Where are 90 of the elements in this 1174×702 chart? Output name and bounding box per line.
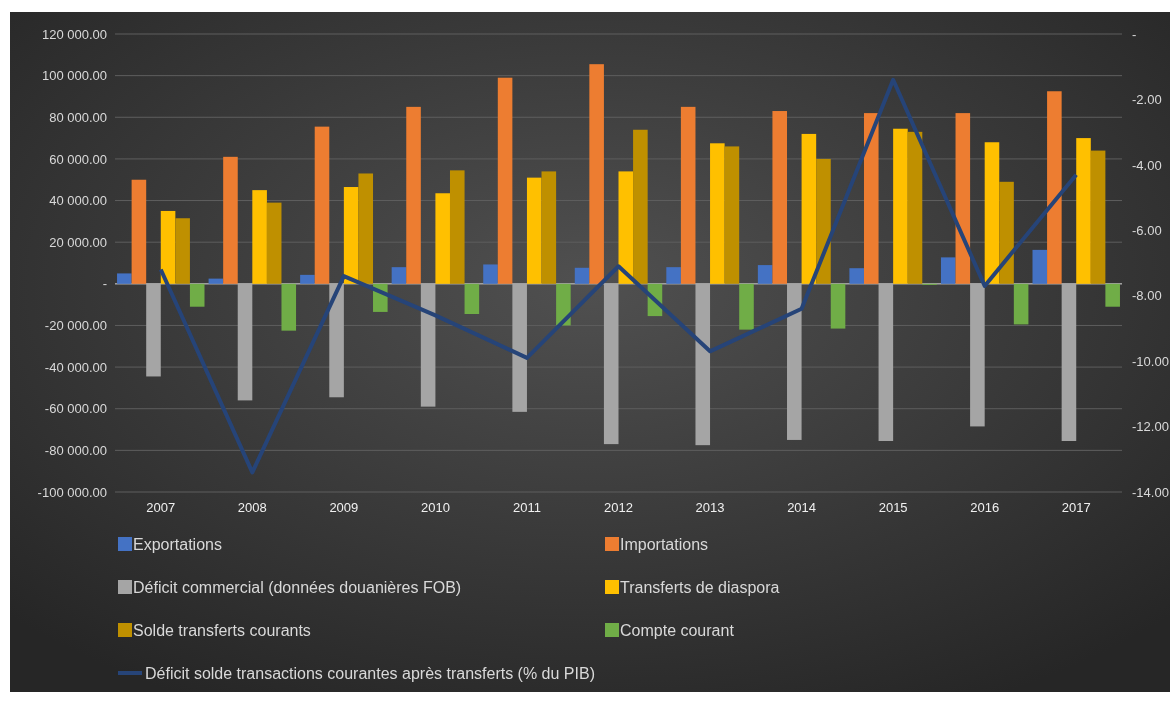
y-tick-label: -40 000.00 bbox=[44, 359, 107, 375]
legend-label: Compte courant bbox=[620, 622, 735, 639]
x-tick-label: 2011 bbox=[512, 500, 541, 515]
y-tick-label: 120 000.00 bbox=[41, 26, 107, 42]
bar bbox=[1047, 91, 1062, 284]
bar bbox=[358, 173, 374, 284]
bar bbox=[541, 171, 557, 284]
bar bbox=[816, 158, 831, 284]
bar bbox=[955, 113, 971, 284]
x-tick-label: 2017 bbox=[1061, 500, 1091, 515]
bar bbox=[281, 283, 297, 331]
bar bbox=[666, 267, 681, 284]
bar bbox=[574, 267, 590, 284]
bar bbox=[849, 268, 864, 284]
y-tick-label: - bbox=[102, 276, 107, 292]
bar bbox=[589, 64, 604, 284]
bar bbox=[252, 190, 267, 284]
bar bbox=[739, 283, 754, 330]
bar bbox=[526, 177, 542, 284]
legend-label: Transferts de diaspora bbox=[620, 579, 780, 596]
bar bbox=[999, 181, 1014, 284]
x-tick-label: 2008 bbox=[237, 500, 267, 515]
bar bbox=[175, 218, 190, 284]
bar bbox=[618, 171, 634, 284]
bar bbox=[940, 257, 956, 284]
bar bbox=[1013, 283, 1029, 325]
legend-label: Importations bbox=[620, 536, 709, 553]
y-tick-label: 100 000.00 bbox=[41, 68, 107, 84]
bar bbox=[391, 267, 407, 284]
bar bbox=[772, 111, 788, 284]
y-tick-label: -80 000.00 bbox=[44, 443, 107, 459]
bar bbox=[984, 142, 1000, 284]
bar bbox=[435, 193, 450, 284]
y2-tick-label: -6.00 bbox=[1132, 222, 1162, 238]
bar bbox=[117, 273, 132, 284]
bar bbox=[131, 179, 147, 284]
bar bbox=[189, 283, 205, 307]
bar bbox=[757, 265, 773, 284]
line-series bbox=[158, 77, 1079, 475]
bar bbox=[343, 187, 359, 284]
y-tick-label: 40 000.00 bbox=[49, 193, 107, 209]
y-tick-label: -20 000.00 bbox=[44, 318, 107, 334]
bar bbox=[223, 156, 238, 284]
y2-tick-label: -4.00 bbox=[1132, 157, 1162, 173]
x-tick-label: 2007 bbox=[146, 500, 176, 515]
bar bbox=[497, 77, 513, 284]
x-tick-label: 2010 bbox=[420, 500, 450, 515]
y2-tick-label: - bbox=[1132, 26, 1137, 42]
y2-tick-label: -8.00 bbox=[1132, 288, 1162, 304]
bar bbox=[1032, 249, 1048, 284]
bar bbox=[907, 131, 923, 284]
x-tick-label: 2014 bbox=[787, 500, 817, 515]
y-tick-label: 80 000.00 bbox=[49, 109, 107, 125]
bar bbox=[724, 146, 740, 284]
x-tick-label: 2016 bbox=[970, 500, 1000, 515]
y2-tick-label: -14.00 bbox=[1132, 484, 1169, 500]
y2-tick-label: -10.00 bbox=[1132, 353, 1169, 369]
y-tick-label: 60 000.00 bbox=[49, 151, 107, 167]
bar bbox=[449, 170, 465, 284]
bar bbox=[893, 128, 908, 284]
bar bbox=[314, 126, 330, 284]
bar bbox=[1105, 283, 1120, 307]
x-tick-label: 2012 bbox=[604, 500, 633, 515]
y2-tick-label: -2.00 bbox=[1132, 92, 1162, 108]
legend-label: Solde transferts courants bbox=[133, 622, 311, 639]
bar bbox=[830, 283, 846, 329]
bar bbox=[1090, 150, 1106, 284]
bar bbox=[300, 274, 315, 284]
legend-label: Déficit commercial (données douanières FOB) bbox=[133, 579, 462, 596]
y-tick-label: 20 000.00 bbox=[49, 234, 107, 250]
bar bbox=[406, 106, 421, 284]
bar bbox=[633, 129, 648, 284]
bar bbox=[160, 210, 176, 284]
bar bbox=[801, 133, 817, 284]
x-tick-label: 2015 bbox=[878, 500, 908, 515]
y2-tick-label: -12.00 bbox=[1132, 419, 1169, 435]
x-tick-label: 2009 bbox=[329, 500, 359, 515]
legend-label: Déficit solde transactions courantes après transferts (% du PIB) bbox=[145, 665, 595, 682]
bar bbox=[680, 106, 696, 284]
x-tick-label: 2013 bbox=[695, 500, 725, 515]
bar bbox=[464, 283, 480, 314]
bar bbox=[863, 113, 879, 284]
bar bbox=[710, 143, 725, 284]
bar bbox=[1076, 138, 1091, 284]
legend-label: Exportations bbox=[133, 536, 222, 553]
bar bbox=[483, 264, 498, 284]
y-tick-label: -60 000.00 bbox=[44, 401, 107, 417]
bar bbox=[266, 202, 282, 284]
bar bbox=[208, 278, 224, 284]
y-tick-label: -100 000.00 bbox=[37, 484, 107, 500]
